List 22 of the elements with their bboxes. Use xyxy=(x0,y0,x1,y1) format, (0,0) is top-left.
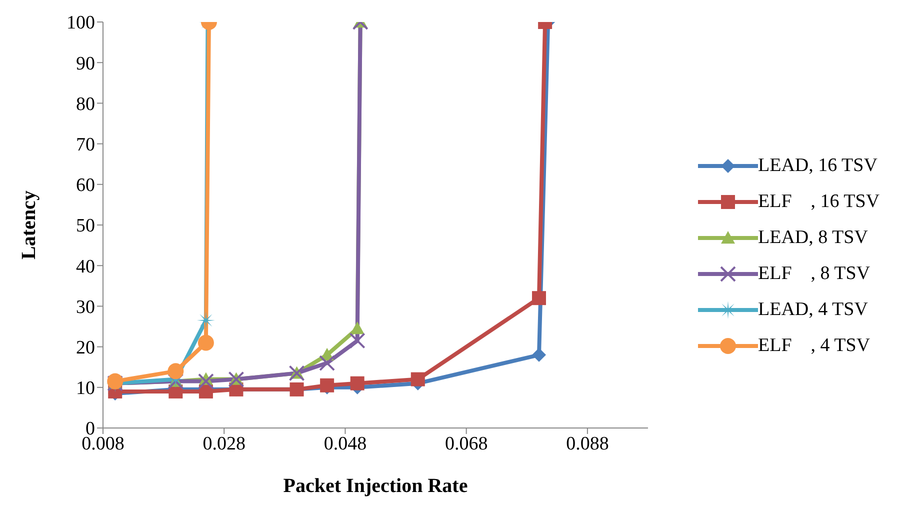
legend-label: LEAD, 8 TSV xyxy=(758,227,868,249)
legend-label: LEAD, 4 TSV xyxy=(758,299,868,321)
y-tick-label: 60 xyxy=(76,175,95,196)
x-tick-label: 0.088 xyxy=(566,433,609,454)
y-axis-title: Latency xyxy=(18,190,40,260)
y-tick-label: 100 xyxy=(66,12,95,34)
y-tick-label: 10 xyxy=(76,378,95,400)
y-tick-label: 30 xyxy=(76,296,95,318)
x-tick-label: 0.028 xyxy=(202,433,246,454)
x-tick-label: 0.048 xyxy=(324,433,367,454)
y-tick-label: 90 xyxy=(76,53,95,74)
y-tick-label: 20 xyxy=(76,338,95,359)
x-axis-title: Packet Injection Rate xyxy=(283,475,468,497)
legend-label: LEAD, 16 TSV xyxy=(758,155,878,177)
legend-label: ELF , 4 TSV xyxy=(758,335,870,357)
y-tick-label: 70 xyxy=(76,134,95,156)
legend-label: ELF , 16 TSV xyxy=(758,191,880,213)
y-tick-label: 80 xyxy=(76,94,95,115)
y-tick-label: 40 xyxy=(76,256,95,278)
y-tick-label: 50 xyxy=(76,216,95,237)
legend-label: ELF , 8 TSV xyxy=(758,263,870,285)
x-tick-label: 0.068 xyxy=(444,433,488,454)
